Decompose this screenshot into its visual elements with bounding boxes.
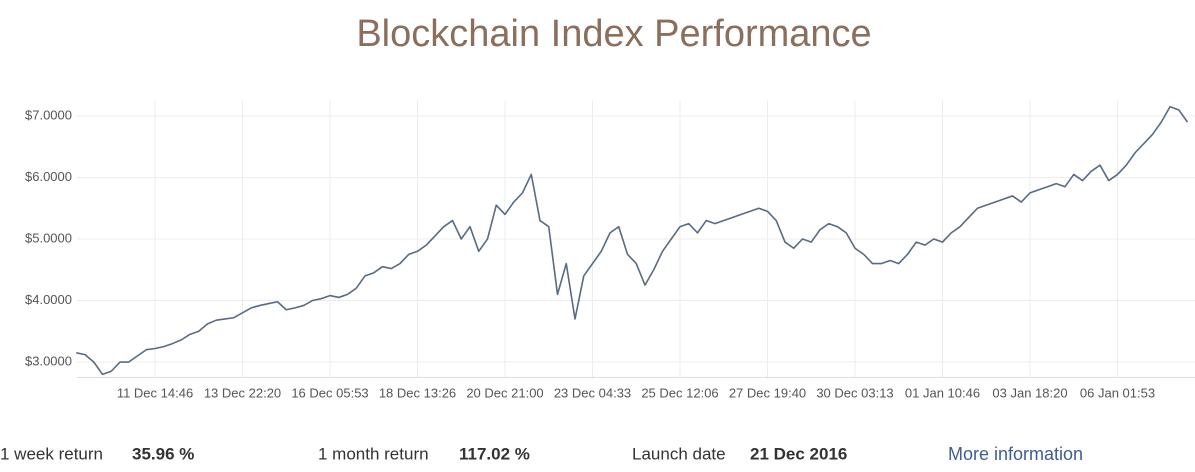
more-info-link[interactable]: More information: [948, 444, 1083, 464]
stat-label: 1 month return: [318, 444, 429, 463]
x-tick-label: 20 Dec 21:00: [466, 385, 543, 400]
stat-value: 35.96 %: [132, 444, 194, 463]
stat-value: 117.02 %: [459, 444, 530, 463]
stat-value: 21 Dec 2016: [750, 444, 847, 463]
y-tick-label: $7.0000: [25, 107, 72, 122]
x-tick-label: 06 Jan 01:53: [1080, 385, 1155, 400]
x-tick-label: 18 Dec 13:26: [379, 385, 456, 400]
x-tick-label: 11 Dec 14:46: [117, 385, 193, 400]
x-tick-label: 27 Dec 19:40: [729, 385, 806, 400]
line-series: [76, 105, 1189, 376]
y-tick-label: $3.0000: [25, 353, 72, 368]
x-tick-label: 23 Dec 04:33: [554, 385, 631, 400]
x-tick-label: 13 Dec 22:20: [204, 385, 281, 400]
x-tick-label: 30 Dec 03:13: [816, 385, 893, 400]
stat-label: Launch date: [632, 444, 726, 463]
x-tick-label: 25 Dec 12:06: [641, 385, 718, 400]
x-tick-label: 16 Dec 05:53: [291, 385, 368, 400]
stat-label: 1 week return: [0, 444, 103, 463]
x-tick-label: 01 Jan 10:46: [905, 385, 980, 400]
y-tick-label: $6.0000: [25, 169, 72, 184]
y-tick-label: $4.0000: [25, 292, 72, 307]
chart-title: Blockchain Index Performance: [356, 13, 871, 55]
plot: $3.0000 $4.0000 $5.0000 $6.0000 $7.0000 11 De…: [25, 100, 1195, 400]
x-tick-label: 03 Jan 18:20: [992, 385, 1067, 400]
y-tick-label: $5.0000: [25, 230, 72, 245]
